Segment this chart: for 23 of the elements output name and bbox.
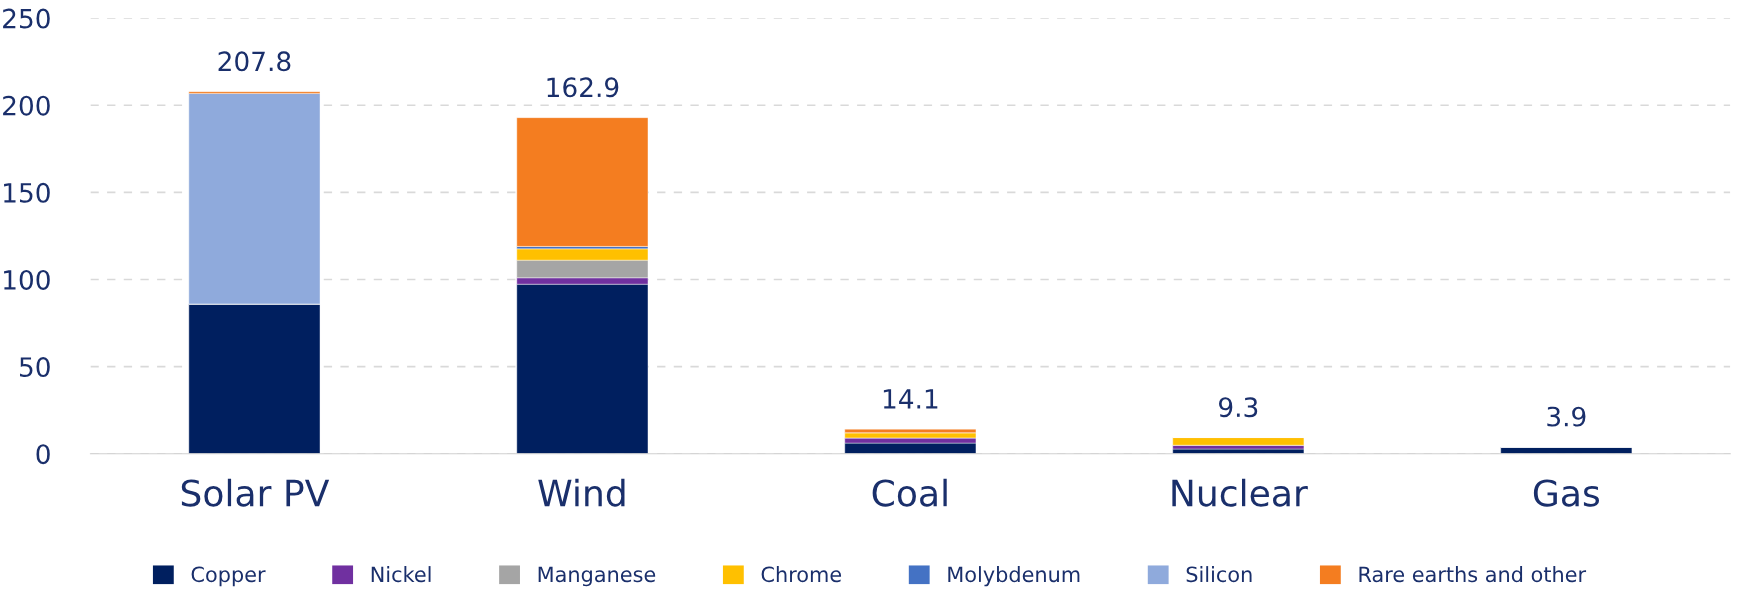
legend-label: Manganese (538, 566, 656, 587)
x-tick-label: Nuclear (1172, 478, 1308, 507)
annotation: 9.3 (1219, 397, 1258, 418)
legend-label: Silicon (1186, 566, 1252, 583)
legend-label: Nickel (371, 566, 431, 583)
annotation: 14.1 (883, 389, 938, 409)
y-tick-label: 250 (3, 8, 50, 29)
y-tick-label: 50 (20, 357, 50, 378)
legend-label: Copper (191, 566, 266, 587)
x-tick-label: Wind (538, 478, 625, 507)
y-tick-label: 100 (4, 269, 50, 290)
legend-label: Chrome (761, 566, 842, 583)
x-tick-label: Coal (872, 478, 947, 507)
annotation: 3.9 (1547, 406, 1586, 427)
annotation: 207.8 (218, 51, 291, 72)
y-tick-label: 0 (36, 444, 50, 465)
annotation: 162.9 (547, 77, 619, 98)
legend-label: Rare earths and other (1359, 566, 1587, 583)
legend-label: Molybdenum (948, 566, 1080, 587)
x-tick-label: Solar PV (181, 478, 330, 507)
y-tick-label: 200 (3, 95, 50, 116)
y-tick-label: 150 (4, 182, 50, 203)
x-tick-label: Gas (1533, 479, 1600, 507)
